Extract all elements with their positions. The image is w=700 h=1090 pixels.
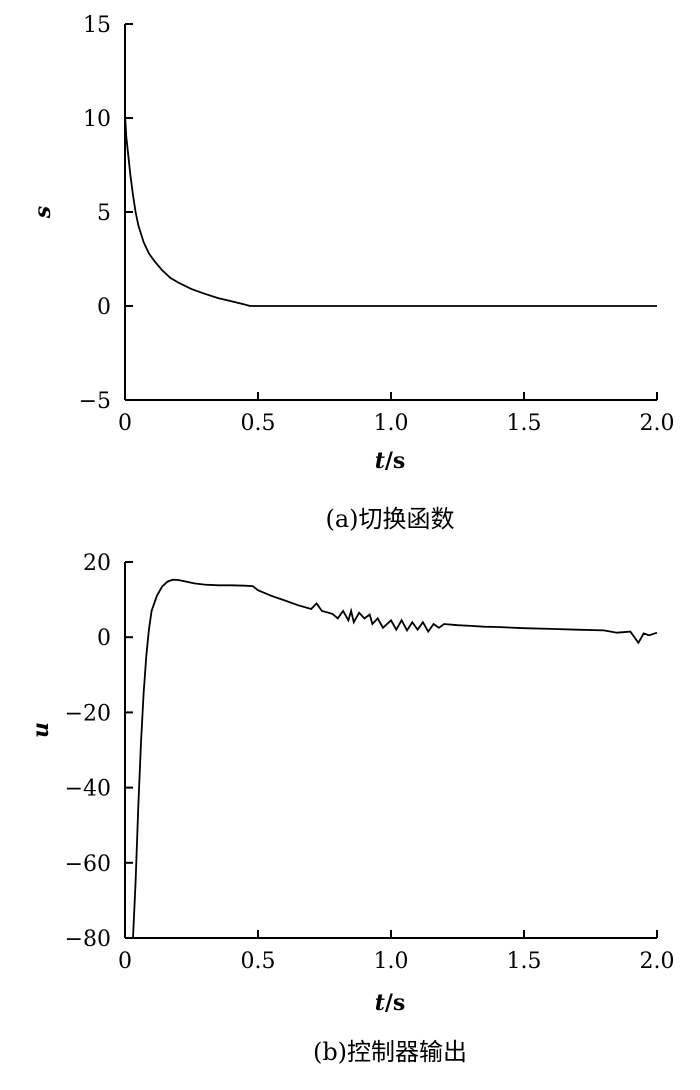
panel-b-x-tick-label: 2.0 — [640, 949, 675, 974]
panel-b-x-tick-label: 0.5 — [241, 949, 276, 974]
panel-b-y-tick-label: 20 — [83, 551, 111, 576]
panel-a-caption: (a)切换函数 — [325, 505, 454, 533]
panel-a-switching-function: 15 10 5 0 −5 0 0.5 1.0 1.5 2.0 s t/s (a)切换函数 — [30, 13, 675, 533]
panel-b-y-tick-label: −60 — [65, 852, 111, 877]
panel-b-series — [132, 578, 658, 939]
panel-b-x-tick-label: 1.0 — [374, 949, 409, 974]
panel-a-x-tick-label: 1.0 — [374, 411, 409, 436]
panel-a-y-tick-label: 5 — [97, 201, 111, 226]
panel-a-series-line — [124, 114, 657, 307]
panel-b-y-axis-label: u — [28, 722, 54, 738]
panel-a-x-axis-label: t/s — [375, 448, 406, 474]
panel-a-y-tick-label: 15 — [83, 13, 111, 38]
panel-b-axes — [124, 562, 657, 939]
panel-b-y-tick-label: −80 — [65, 927, 111, 952]
panel-b-y-tick-label: −40 — [65, 777, 111, 802]
panel-a-ticks: 15 10 5 0 −5 0 0.5 1.0 1.5 2.0 — [79, 13, 675, 436]
panel-b-y-tick-label: −20 — [65, 701, 111, 726]
panel-b-ticks: 20 0 −20 −40 −60 −80 0 0.5 1.0 1.5 2.0 — [65, 551, 675, 974]
panel-b-series-line — [132, 578, 658, 939]
panel-a-x-tick-label: 2.0 — [640, 411, 675, 436]
panel-a-x-tick-label: 0 — [118, 411, 132, 436]
panel-a-y-axis-label: s — [30, 206, 56, 219]
panel-a-y-tick-label: 0 — [97, 295, 111, 320]
panel-b-caption: (b)控制器输出 — [313, 1038, 467, 1066]
panel-a-x-tick-label: 0.5 — [241, 411, 276, 436]
panel-a-axes — [124, 24, 657, 401]
panel-a-y-tick-label: 10 — [83, 107, 111, 132]
panel-a-series — [124, 114, 657, 307]
panel-b-controller-output: 20 0 −20 −40 −60 −80 0 0.5 1.0 1.5 2.0 u t/s (b)控制… — [28, 551, 675, 1066]
panel-b-x-axis-label: t/s — [375, 990, 406, 1016]
panel-b-x-tick-label: 1.5 — [507, 949, 542, 974]
panel-a-x-tick-label: 1.5 — [507, 411, 542, 436]
panel-b-x-tick-label: 0 — [118, 949, 132, 974]
panel-a-y-tick-label: −5 — [79, 389, 111, 414]
panel-b-y-tick-label: 0 — [97, 626, 111, 651]
